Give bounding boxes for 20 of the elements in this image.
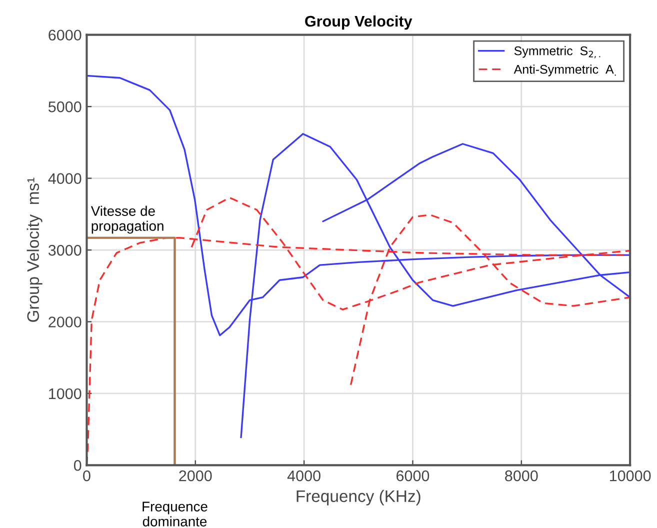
annotation: Vitesse de propagation [90,206,164,234]
legend-label: Anti-Symmetric A$_{.}$ [514,64,616,76]
y-tick-label: 3000 [48,244,82,256]
annotation: Frequence dominante [142,502,208,526]
y-tick-label: 1000 [49,388,82,400]
chart-title: Group Velocity [305,15,412,30]
y-tick-label: 6000 [48,30,82,41]
x-tick-label: 6000 [396,470,430,482]
x-tick-label: 4000 [287,470,320,482]
x-axis-title: Frequency (KHz) [296,490,420,506]
legend-label: Symmetric S$_{2,.}$ [514,46,600,58]
y-axis-title: Group Velocity ms¹ [26,178,42,322]
x-tick-label: 0 [83,470,90,482]
y-tick-label: 0 [74,460,82,471]
x-tick-label: 10000 [610,470,651,482]
x-tick-label: 2000 [179,470,212,482]
y-tick-label: 5000 [48,101,82,112]
y-tick-label: 2000 [48,316,82,328]
y-tick-label: 4000 [48,173,82,184]
x-tick-label: 8000 [505,470,538,482]
